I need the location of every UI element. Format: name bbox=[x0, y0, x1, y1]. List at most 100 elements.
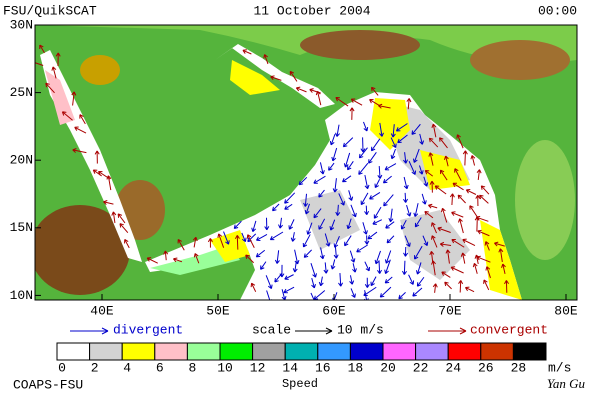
wind-arrow bbox=[386, 235, 395, 244]
wind-arrow bbox=[289, 70, 298, 82]
wind-arrow bbox=[331, 147, 338, 162]
lon-label: 40E bbox=[90, 303, 114, 318]
wind-arrow bbox=[397, 134, 408, 144]
wind-arrow bbox=[260, 261, 267, 270]
wind-arrow bbox=[79, 114, 86, 125]
wind-arrow bbox=[266, 290, 273, 300]
wind-arrow bbox=[414, 245, 423, 260]
wind-arrow bbox=[278, 217, 283, 229]
wind-arrow bbox=[310, 263, 317, 278]
colorbar-label: 6 bbox=[156, 360, 164, 375]
wind-arrow bbox=[412, 148, 420, 163]
wind-arrow bbox=[418, 165, 424, 175]
wind-arrow bbox=[233, 220, 242, 229]
wind-arrow bbox=[419, 133, 425, 145]
wind-arrow bbox=[374, 179, 381, 189]
wind-arrow bbox=[477, 229, 490, 237]
colorbar-box bbox=[349, 342, 384, 361]
wind-arrow bbox=[292, 261, 298, 273]
footer-right: Yan Gu bbox=[547, 376, 586, 391]
wind-arrow bbox=[428, 137, 439, 148]
wind-arrow bbox=[349, 275, 355, 285]
lat-label: 30N bbox=[10, 17, 33, 32]
wind-arrow bbox=[193, 253, 200, 264]
wind-arrow bbox=[364, 174, 370, 190]
time: 00:00 bbox=[538, 3, 577, 18]
colorbar-box bbox=[480, 342, 514, 361]
wind-arrow bbox=[395, 123, 408, 132]
wind-arrow bbox=[318, 218, 326, 230]
wind-arrow bbox=[416, 276, 425, 287]
wind-arrow bbox=[413, 203, 419, 217]
wind-arrow bbox=[94, 150, 100, 164]
wind-arrow bbox=[472, 262, 478, 274]
speed-area bbox=[400, 210, 470, 280]
wind-arrow bbox=[476, 255, 491, 263]
wind-arrow bbox=[318, 276, 324, 287]
wind-arrow bbox=[424, 210, 434, 219]
wind-arrow bbox=[458, 218, 464, 234]
wind-arrow bbox=[429, 180, 435, 193]
wind-arrow bbox=[384, 276, 393, 284]
wind-arrow bbox=[441, 271, 451, 278]
wind-arrow bbox=[475, 194, 481, 207]
speed-area bbox=[480, 220, 522, 300]
wind-arrow bbox=[71, 91, 77, 106]
sea bbox=[215, 44, 335, 108]
key-arrow bbox=[325, 327, 333, 335]
wind-arrow bbox=[255, 234, 268, 241]
wind-arrow bbox=[384, 259, 391, 274]
wind-arrow bbox=[434, 185, 447, 195]
wind-arrow bbox=[295, 86, 307, 93]
source: FSU/QuikSCAT bbox=[3, 3, 97, 18]
wind-arrow bbox=[207, 238, 213, 248]
wind-arrow bbox=[358, 147, 368, 159]
wind-arrow bbox=[431, 222, 437, 234]
wind-arrow bbox=[451, 211, 464, 218]
wind-arrow bbox=[370, 276, 377, 287]
wind-arrow bbox=[177, 239, 185, 251]
wind-arrow bbox=[439, 137, 448, 149]
wind-arrow bbox=[408, 160, 417, 175]
lon-label: 60E bbox=[322, 303, 346, 318]
wind-arrow bbox=[403, 192, 408, 203]
wind-arrow bbox=[364, 277, 370, 288]
wind-arrow bbox=[431, 260, 436, 276]
wind-arrow bbox=[223, 231, 230, 245]
wind-arrow bbox=[330, 259, 336, 270]
wind-arrow bbox=[400, 219, 407, 230]
colorbar-label: 18 bbox=[348, 360, 364, 375]
wind-arrow bbox=[72, 148, 87, 154]
scale-label: scale bbox=[252, 322, 291, 337]
wind-arrow bbox=[388, 208, 394, 223]
wind-arrow bbox=[323, 262, 329, 274]
colorbar-box bbox=[252, 342, 286, 361]
wind-arrow bbox=[367, 231, 378, 240]
wind-arrow bbox=[406, 204, 412, 217]
wind-arrow bbox=[449, 193, 455, 206]
colorbar-label: 24 bbox=[445, 360, 461, 375]
wind-arrow bbox=[372, 219, 382, 225]
wind-arrow bbox=[403, 247, 409, 257]
highland bbox=[470, 40, 570, 80]
wind-arrow bbox=[373, 206, 382, 219]
wind-arrow bbox=[192, 236, 198, 248]
wind-arrow bbox=[377, 260, 382, 274]
wind-arrow bbox=[146, 257, 158, 264]
wind-arrow bbox=[377, 166, 383, 179]
colorbar-label: 16 bbox=[315, 360, 331, 375]
divergent-label: divergent bbox=[113, 322, 183, 337]
wind-arrow bbox=[479, 194, 489, 204]
key-arrow bbox=[459, 327, 467, 335]
wind-arrow bbox=[362, 222, 368, 235]
wind-arrow bbox=[333, 245, 339, 259]
wind-arrow bbox=[335, 96, 349, 107]
wind-arrow bbox=[398, 291, 406, 300]
colorbar-box bbox=[219, 342, 254, 361]
wind-arrow bbox=[364, 235, 370, 245]
wind-arrow bbox=[444, 281, 452, 290]
wind-arrow bbox=[313, 175, 326, 184]
colorbar-box bbox=[447, 342, 482, 361]
convergent-label: convergent bbox=[470, 322, 548, 337]
wind-arrow bbox=[403, 176, 409, 190]
